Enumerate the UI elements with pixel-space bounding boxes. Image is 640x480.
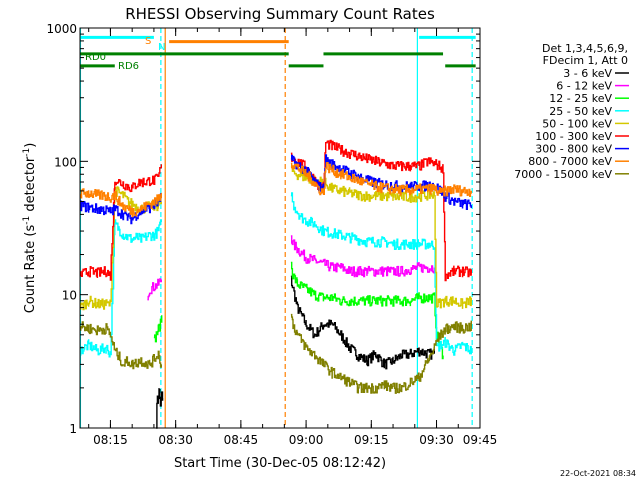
legend-label: 6 - 12 keV — [556, 80, 612, 93]
series-800-7000-kev — [80, 162, 472, 218]
legend-label: 100 - 300 keV — [535, 130, 612, 143]
x-tick-label: 08:30 — [158, 433, 193, 447]
y-label-sup1: -1 — [22, 216, 32, 225]
series-6-12-kev — [147, 235, 435, 301]
legend-label: 12 - 25 keV — [549, 92, 612, 105]
series-trace — [156, 388, 164, 429]
legend-label: 800 - 7000 keV — [528, 155, 612, 168]
flag-label-s: S — [145, 36, 151, 47]
legend-label: 3 - 6 keV — [563, 67, 612, 80]
series-trace — [80, 164, 162, 281]
series-trace — [147, 278, 162, 301]
legend-header-2: FDecim 1, Att 0 — [543, 54, 628, 67]
flag-label-rd6: RD6 — [118, 61, 139, 72]
series-trace — [80, 186, 162, 311]
legend-header-1: Det 1,3,4,5,6,9, — [542, 42, 628, 55]
x-tick-label: 09:30 — [419, 433, 454, 447]
axis-ticks: 08:15 08:30 08:45 09:00 09:15 09:30 09:45 1 10 10… — [46, 22, 497, 447]
series-trace — [80, 321, 162, 370]
plot-area: 08:15 08:30 08:45 09:00 09:15 09:30 09:45 1 10 10… — [46, 22, 497, 447]
series-group — [80, 139, 472, 429]
legend-label: 300 - 800 keV — [535, 143, 612, 156]
series-3-6-kev — [156, 275, 435, 429]
y-tick-label: 100 — [54, 155, 77, 169]
series-7000-15000-kev — [80, 313, 472, 394]
y-tick-label: 1 — [69, 422, 77, 436]
y-tick-label: 1000 — [46, 22, 77, 36]
series-trace — [290, 192, 472, 356]
series-100-300-kev — [80, 139, 472, 282]
x-tick-label: 09:45 — [463, 433, 498, 447]
series-trace — [290, 165, 472, 309]
legend: Det 1,3,4,5,6,9, FDecim 1, Att 0 3 - 6 k… — [514, 42, 629, 181]
series-trace — [80, 219, 162, 358]
series-trace — [290, 162, 472, 197]
legend-label: 50 - 100 keV — [542, 117, 612, 130]
y-label-suffix: ) — [23, 143, 38, 148]
series-trace — [290, 139, 472, 282]
series-12-25-kev — [153, 261, 444, 360]
flag-bars — [80, 35, 476, 68]
x-tick-label: 08:15 — [93, 433, 128, 447]
legend-label: 7000 - 15000 keV — [514, 168, 612, 181]
x-tick-label: 09:15 — [354, 433, 389, 447]
y-tick-label: 10 — [62, 289, 77, 303]
series-trace — [80, 188, 162, 218]
x-axis-label: Start Time (30-Dec-05 08:12:42) — [174, 456, 386, 471]
timestamp: 22-Oct-2021 08:34 — [560, 469, 636, 478]
series-trace — [153, 315, 163, 343]
x-tick-label: 09:00 — [289, 433, 324, 447]
y-label-mid: detector — [23, 156, 38, 216]
legend-label: 25 - 50 keV — [549, 105, 612, 118]
series-trace — [290, 235, 435, 278]
x-tick-label: 08:45 — [224, 433, 259, 447]
series-25-50-kev — [80, 192, 472, 358]
flag-label-n: N — [158, 42, 165, 53]
y-axis-label: Count Rate (s-1 detector-1) — [22, 143, 38, 314]
series-trace — [290, 275, 435, 370]
series-trace — [80, 193, 162, 225]
y-label-sup2: -1 — [22, 148, 32, 157]
flag-label-rd0: RD0 — [85, 52, 106, 63]
y-label-prefix: Count Rate (s — [23, 225, 38, 314]
series-trace — [290, 261, 444, 360]
chart-title: RHESSI Observing Summary Count Rates — [125, 5, 435, 23]
plot-frame — [79, 27, 481, 429]
series-50-100-kev — [80, 165, 472, 311]
series-trace — [290, 313, 472, 394]
